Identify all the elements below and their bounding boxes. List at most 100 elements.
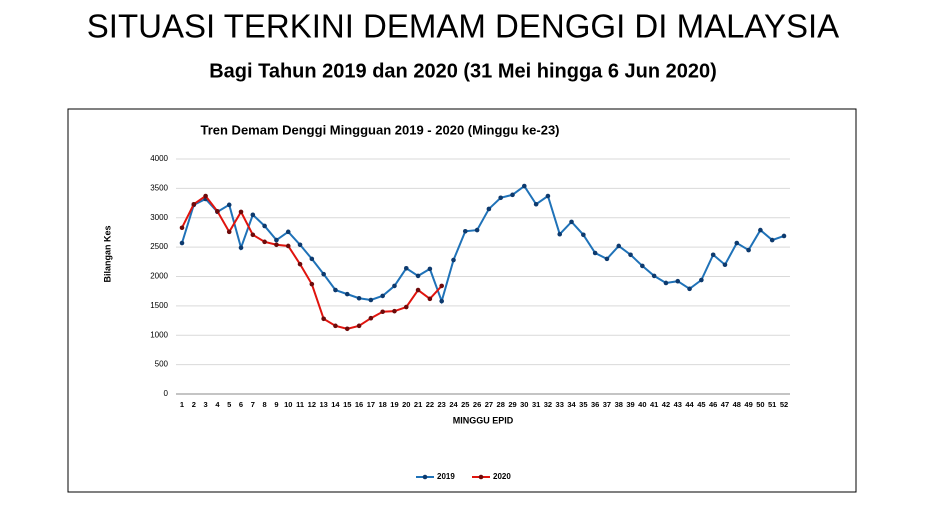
x-tick-label: 27	[485, 400, 493, 409]
y-tick-label: 3000	[150, 213, 168, 222]
data-point	[462, 228, 468, 234]
x-tick-label: 30	[520, 400, 528, 409]
y-tick-label: 2500	[150, 242, 168, 251]
data-point	[486, 206, 492, 212]
x-tick-label: 18	[378, 400, 386, 409]
data-point	[321, 316, 326, 322]
legend-label: 2019	[437, 472, 455, 481]
x-tick-label: 13	[319, 400, 327, 409]
data-point	[427, 296, 433, 302]
data-point	[380, 293, 385, 299]
x-tick-label: 34	[567, 400, 576, 409]
data-point	[439, 298, 444, 304]
data-point	[309, 256, 315, 262]
data-point	[333, 323, 338, 329]
data-point	[226, 202, 232, 208]
x-tick-label: 22	[426, 400, 434, 409]
data-point	[250, 232, 256, 238]
data-point	[309, 281, 315, 287]
y-tick-label: 3500	[150, 183, 168, 192]
data-point	[734, 240, 740, 246]
data-point	[250, 212, 256, 218]
x-tick-label: 48	[733, 400, 741, 409]
data-point	[179, 240, 185, 246]
x-tick-label: 23	[438, 400, 446, 409]
data-point	[226, 229, 232, 235]
data-point	[769, 237, 775, 243]
data-point	[403, 304, 409, 310]
y-tick-label: 0	[164, 389, 169, 398]
data-point	[722, 262, 728, 268]
x-tick-label: 9	[274, 400, 278, 409]
data-point	[581, 232, 586, 238]
x-tick-label: 2	[192, 400, 196, 409]
data-point	[179, 225, 185, 231]
y-axis-label: Bilangan Kes	[102, 225, 112, 282]
data-point	[758, 227, 763, 233]
data-point	[415, 287, 421, 293]
x-tick-label: 8	[263, 400, 267, 409]
x-tick-label: 25	[461, 400, 469, 409]
x-tick-label: 31	[532, 400, 540, 409]
y-tick-label: 1500	[150, 301, 168, 310]
data-point	[781, 233, 787, 239]
data-point	[203, 193, 208, 199]
x-tick-label: 44	[685, 400, 694, 409]
data-point	[238, 245, 244, 251]
x-tick-label: 40	[638, 400, 646, 409]
x-tick-label: 19	[390, 400, 398, 409]
data-point	[297, 242, 303, 248]
data-point	[274, 242, 279, 248]
x-tick-label: 26	[473, 400, 481, 409]
data-point	[498, 195, 504, 201]
x-tick-label: 28	[497, 400, 505, 409]
x-tick-label: 37	[603, 400, 611, 409]
data-point	[274, 237, 279, 243]
x-tick-label: 39	[626, 400, 634, 409]
data-point	[557, 231, 563, 237]
x-tick-label: 21	[414, 400, 422, 409]
data-point	[604, 256, 610, 262]
data-point	[474, 227, 480, 233]
data-point	[321, 271, 326, 277]
legend-marker	[422, 474, 428, 480]
data-point	[285, 229, 291, 235]
data-point	[687, 286, 692, 292]
data-point	[522, 183, 527, 189]
data-point	[380, 309, 385, 315]
x-tick-label: 46	[709, 400, 717, 409]
y-tick-label: 4000	[150, 154, 168, 163]
series-line	[181, 184, 785, 305]
x-tick-label: 6	[239, 400, 243, 409]
x-tick-label: 5	[227, 400, 231, 409]
x-tick-label: 47	[721, 400, 729, 409]
x-tick-label: 43	[674, 400, 682, 409]
x-tick-label: 17	[367, 400, 375, 409]
data-point	[510, 192, 515, 198]
x-tick-label: 3	[204, 400, 208, 409]
data-point	[699, 277, 704, 283]
data-point	[427, 266, 433, 272]
x-tick-label: 35	[579, 400, 587, 409]
data-point	[297, 261, 303, 267]
x-tick-label: 15	[343, 400, 351, 409]
data-point	[285, 243, 291, 249]
y-tick-label: 1000	[150, 330, 168, 339]
y-tick-label: 2000	[150, 272, 168, 281]
data-point	[640, 263, 645, 269]
data-point	[675, 278, 681, 284]
x-tick-label: 50	[756, 400, 764, 409]
data-point	[356, 295, 362, 301]
data-point	[439, 283, 444, 289]
legend-label: 2020	[493, 472, 511, 481]
data-point	[333, 287, 338, 293]
data-point	[628, 252, 633, 258]
data-point	[651, 273, 657, 279]
x-tick-label: 20	[402, 400, 410, 409]
x-tick-label: 16	[355, 400, 363, 409]
x-tick-label: 24	[449, 400, 458, 409]
x-tick-label: 11	[296, 400, 304, 409]
x-tick-label: 32	[544, 400, 552, 409]
page-title: SITUASI TERKINI DEMAM DENGGI DI MALAYSIA	[87, 8, 839, 45]
x-tick-label: 29	[508, 400, 516, 409]
